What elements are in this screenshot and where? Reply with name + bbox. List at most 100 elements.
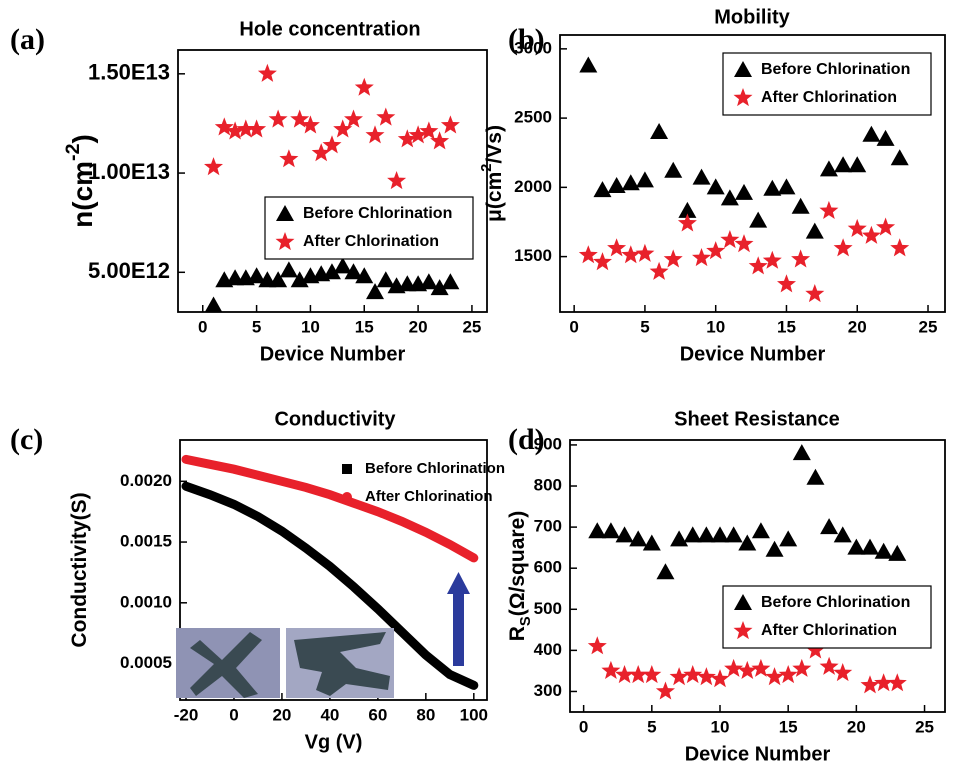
chart-title: Hole concentration <box>239 18 420 40</box>
x-tick-label: 0 <box>229 705 238 724</box>
star-marker <box>397 129 417 148</box>
x-tick-label: -20 <box>174 705 199 724</box>
star-marker <box>607 238 627 257</box>
x-tick-label: 0 <box>569 317 578 336</box>
y-tick-label: 700 <box>534 517 562 536</box>
triangle-marker <box>664 161 683 178</box>
star-marker <box>861 225 881 244</box>
x-axis-label: Vg (V) <box>305 731 363 753</box>
triangle-marker <box>806 468 825 485</box>
triangle-marker <box>204 296 223 313</box>
y-axis-label-part: (Ω/square) <box>506 511 529 617</box>
triangle-marker <box>656 563 675 580</box>
x-axis-label: Device Number <box>685 743 831 764</box>
x-tick-label: 60 <box>368 705 387 724</box>
triangle-marker <box>635 171 654 188</box>
star-marker <box>615 665 635 684</box>
star-marker <box>268 109 288 128</box>
star-marker <box>874 673 894 692</box>
star-marker <box>819 200 839 219</box>
star-marker <box>792 658 812 677</box>
y-axis-label-part: Conductivity(S) <box>68 492 91 647</box>
star-marker <box>677 213 697 232</box>
chart-title: Mobility <box>714 6 790 28</box>
star-marker <box>628 665 648 684</box>
x-tick-label: 0 <box>579 717 588 736</box>
star-marker <box>762 250 782 269</box>
y-axis-label-part: ) <box>67 134 98 143</box>
star-marker <box>354 77 374 96</box>
panel-label: (b) <box>508 23 545 56</box>
triangle-marker <box>834 156 853 173</box>
triangle-marker <box>763 179 782 196</box>
star-marker <box>204 157 223 176</box>
star-marker <box>322 135 342 154</box>
triangle-marker <box>607 176 626 193</box>
triangle-marker <box>847 538 866 555</box>
triangle-marker <box>862 125 881 142</box>
arrow-shaft <box>453 592 464 666</box>
star-marker <box>440 115 460 134</box>
star-marker <box>376 107 396 126</box>
star-marker <box>751 658 771 677</box>
legend-label: Before Chlorination <box>761 61 910 78</box>
star-marker <box>706 241 726 260</box>
y-tick-label: 0.0020 <box>120 471 172 490</box>
triangle-marker <box>779 530 798 547</box>
legend-label: After Chlorination <box>365 488 493 505</box>
triangle-marker <box>642 534 661 551</box>
triangle-marker <box>376 271 395 288</box>
star-marker <box>333 119 353 138</box>
chart-title: Conductivity <box>274 408 396 430</box>
y-tick-label: 500 <box>534 599 562 618</box>
triangle-marker <box>777 178 796 195</box>
triangle-marker <box>888 544 907 561</box>
legend-marker <box>275 232 295 251</box>
inset-photos <box>176 628 394 698</box>
triangle-marker <box>366 283 385 300</box>
x-tick-label: 5 <box>647 717 656 736</box>
inset-flake <box>190 632 262 698</box>
x-tick-label: 10 <box>706 317 725 336</box>
triangle-marker <box>430 279 449 296</box>
star-marker <box>593 252 612 271</box>
panel-label: (d) <box>508 423 545 456</box>
y-axis-label: n(cm-2) <box>62 134 98 228</box>
triangle-marker <box>706 178 725 195</box>
triangle-marker <box>792 444 811 461</box>
star-marker <box>737 660 757 679</box>
arrow-head <box>447 572 470 594</box>
triangle-marker <box>247 267 266 284</box>
star-marker <box>765 667 785 686</box>
y-tick-label: 5.00E12 <box>88 258 170 283</box>
star-marker <box>655 681 675 700</box>
triangle-marker <box>279 261 298 278</box>
triangle-marker <box>861 538 879 555</box>
x-tick-label: 0 <box>198 317 207 336</box>
y-tick-label: 900 <box>534 434 562 453</box>
star-marker <box>621 245 641 264</box>
x-tick-label: 25 <box>915 717 934 736</box>
star-marker <box>847 218 867 237</box>
triangle-marker <box>333 257 352 274</box>
x-axis-label: Device Number <box>260 343 406 365</box>
triangle-marker <box>670 530 689 547</box>
x-tick-label: 15 <box>355 317 374 336</box>
triangle-marker <box>720 189 739 206</box>
legend-frame <box>722 585 932 649</box>
star-marker <box>649 261 669 280</box>
legend-marker <box>734 594 752 610</box>
triangle-marker <box>683 526 702 543</box>
triangle-marker <box>791 197 810 214</box>
inset-flake <box>294 632 390 696</box>
x-tick-label: 20 <box>848 317 867 336</box>
x-tick-label: 20 <box>272 705 291 724</box>
triangle-marker <box>692 168 711 185</box>
y-axis-label-part: -2 <box>62 143 84 161</box>
star-marker <box>748 256 768 275</box>
star-marker <box>683 665 703 684</box>
legend-frame <box>264 196 474 260</box>
y-tick-label: 1.00E13 <box>88 159 170 184</box>
legend-label: Before Chlorination <box>365 460 505 477</box>
triangle-marker <box>805 222 824 239</box>
